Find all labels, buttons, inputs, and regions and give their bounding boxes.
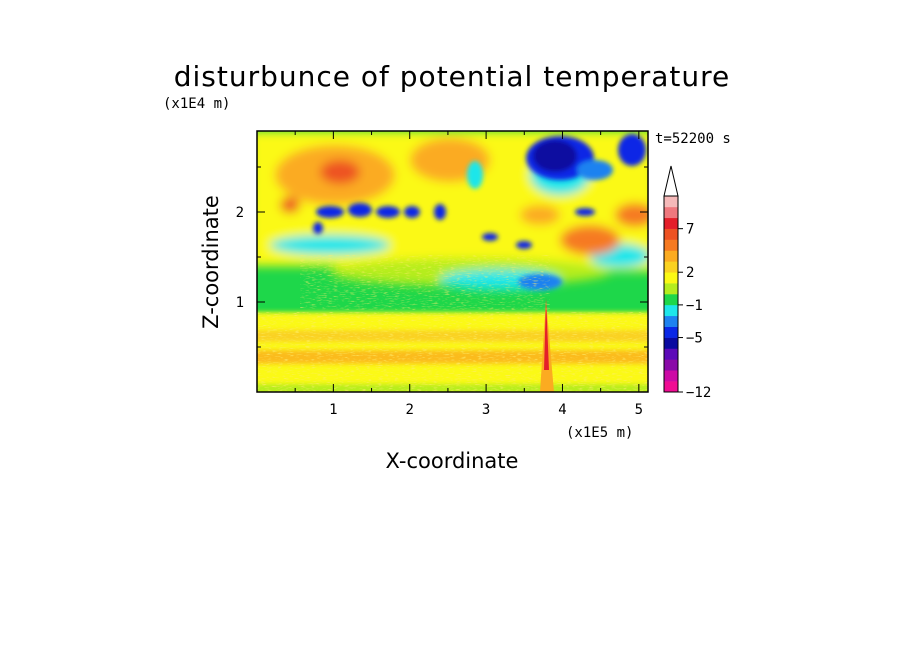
colorbar-label: −5 <box>686 331 703 347</box>
blue-wave-7 <box>482 233 498 241</box>
colorbar-extend-triangle <box>663 165 679 197</box>
colorbar-swatch <box>664 359 678 371</box>
y-tick-label: 1 <box>236 295 244 311</box>
heatmap-field <box>257 131 648 392</box>
time-label: t=52200 s <box>655 131 731 147</box>
colorbar-swatch <box>664 272 678 284</box>
plume-inner <box>544 298 549 370</box>
colorbar-label: −12 <box>686 385 711 401</box>
colorbar-label: 7 <box>686 222 694 238</box>
colorbar-swatch <box>664 337 678 349</box>
colorbar-swatch <box>664 348 678 360</box>
y-tick-label: 2 <box>236 205 244 221</box>
colorbar-swatch <box>664 250 678 262</box>
x-tick-label: 1 <box>329 402 337 418</box>
orange-patch-3 <box>560 225 620 255</box>
cyan-patch-1 <box>270 235 390 255</box>
blue-wave-6 <box>313 222 323 234</box>
red-patch-2 <box>280 197 300 213</box>
blue-wave-1 <box>316 206 344 218</box>
x-tick-label: 3 <box>482 402 490 418</box>
blue-wave-2 <box>348 203 372 217</box>
blue-wave-3 <box>376 206 400 218</box>
colorbar-swatch <box>664 326 678 338</box>
y-axis-title: Z-coordinate <box>199 195 223 329</box>
x-tick-label: 5 <box>635 402 643 418</box>
blue-wave-9 <box>575 208 595 216</box>
y-unit-label: (x1E4 m) <box>163 96 230 112</box>
colorbar-swatch <box>664 381 678 393</box>
orange-patch-5 <box>520 205 560 225</box>
colorbar-swatch <box>664 196 678 208</box>
blue-top-right-edge <box>618 134 646 166</box>
colorbar-label: −1 <box>686 298 703 314</box>
x-tick-label: 2 <box>406 402 414 418</box>
colorbar-label: 2 <box>686 265 694 281</box>
blue-wave-4 <box>404 206 420 218</box>
colorbar-swatch <box>664 315 678 327</box>
chart-title: disturbunce of potential temperature <box>174 60 731 93</box>
x-axis: 1 2 3 4 5 <box>294 131 643 418</box>
plot-frame <box>256 130 649 393</box>
lower-grain <box>257 312 648 392</box>
x-tick-label: 4 <box>558 402 566 418</box>
colorbar-swatch <box>664 304 678 317</box>
x-axis-title: X-coordinate <box>386 449 519 473</box>
colorbar-swatch <box>664 370 678 382</box>
colorbar-swatch <box>664 217 678 229</box>
orange-patch-4 <box>615 203 648 227</box>
blue-wave-8 <box>516 241 532 249</box>
colorbar-swatch <box>664 206 678 219</box>
dark-blue-top-right-inner <box>533 140 577 172</box>
colorbar: 7 2 −1 −5 −12 <box>663 165 711 401</box>
colorbar-swatch <box>664 261 678 273</box>
colorbar-swatch <box>664 239 678 251</box>
x-unit-label: (x1E5 m) <box>566 425 633 441</box>
mid-grain <box>300 255 550 310</box>
blue-top-right-mid <box>577 160 613 180</box>
colorbar-swatch <box>664 294 678 306</box>
blue-wave-5 <box>434 204 446 220</box>
colorbar-swatch <box>664 283 678 295</box>
cyan-wave-2 <box>467 161 483 189</box>
y-axis: 12 <box>236 166 648 348</box>
red-patch-1 <box>320 160 360 184</box>
colorbar-swatch <box>664 228 678 240</box>
